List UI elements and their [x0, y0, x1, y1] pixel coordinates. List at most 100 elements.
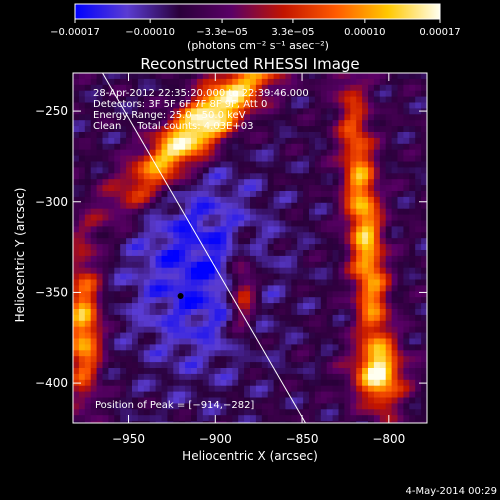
heatmap-cell [373, 350, 381, 357]
heatmap-cell [403, 409, 410, 416]
heatmap-cell [338, 250, 345, 257]
heatmap-cell [255, 421, 263, 423]
heatmap-cell [179, 232, 186, 239]
heatmap-cell [350, 226, 357, 233]
heatmap-cell [149, 196, 156, 204]
heatmap-cell [114, 244, 121, 251]
heatmap-cell [167, 250, 174, 257]
heatmap-cell [132, 368, 139, 375]
heatmap-cell [185, 338, 192, 345]
heatmap-cell [179, 196, 186, 204]
heatmap-cell [344, 208, 351, 215]
heatmap-cell [250, 379, 257, 387]
heatmap-cell [155, 179, 162, 186]
heatmap-cell [102, 309, 109, 316]
heatmap-cell [84, 397, 92, 404]
heatmap-cell [350, 320, 357, 328]
heatmap-cell [350, 108, 357, 115]
heatmap-cell [291, 409, 298, 416]
heatmap-cell [114, 267, 121, 274]
heatmap-cell [108, 267, 115, 274]
heatmap-cell [108, 120, 115, 127]
heatmap-cell [314, 397, 322, 404]
heatmap-cell [403, 415, 410, 422]
heatmap-cell [267, 421, 274, 423]
heatmap-cell [362, 285, 369, 292]
heatmap-cell [214, 202, 221, 210]
heatmap-cell [314, 214, 322, 221]
heatmap-cell [273, 90, 280, 97]
heatmap-cell [220, 385, 227, 392]
heatmap-cell [356, 202, 363, 210]
heatmap-cell [285, 303, 292, 310]
heatmap-cell [214, 320, 221, 328]
heatmap-cell [202, 179, 210, 186]
heatmap-cell [356, 161, 363, 168]
heatmap-cell [303, 250, 310, 257]
heatmap-cell [338, 285, 345, 292]
heatmap-cell [373, 126, 381, 133]
heatmap-cell [379, 238, 387, 245]
heatmap-cell [309, 238, 316, 245]
heatmap-cell [291, 250, 298, 257]
heatmap-cell [132, 403, 139, 410]
heatmap-cell [356, 397, 363, 404]
heatmap-cell [362, 137, 369, 145]
heatmap-cell [108, 102, 115, 109]
heatmap-cell [309, 291, 316, 298]
heatmap-cell [208, 309, 215, 316]
heatmap-cell [403, 220, 410, 227]
heatmap-cell [338, 90, 345, 97]
heatmap-cell [344, 379, 351, 387]
heatmap-cell [273, 297, 280, 304]
heatmap-cell [196, 356, 204, 363]
heatmap-cell [155, 108, 162, 115]
heatmap-cell [391, 332, 398, 339]
heatmap-cell [132, 238, 139, 245]
heatmap-cell [173, 149, 180, 156]
heatmap-cell [226, 403, 233, 410]
heatmap-cell [114, 220, 121, 227]
heatmap-cell [226, 179, 233, 186]
heatmap-cell [114, 226, 121, 233]
heatmap-cell [255, 84, 263, 92]
heatmap-cell [309, 332, 316, 339]
heatmap-cell [362, 250, 369, 257]
heatmap-cell [326, 202, 333, 210]
heatmap-cell [279, 73, 286, 80]
heatmap-cell [368, 273, 375, 280]
heatmap-cell [344, 415, 351, 422]
heatmap-cell [208, 403, 215, 410]
heatmap-cell [279, 149, 286, 156]
heatmap-cell [114, 291, 121, 298]
heatmap-cell [120, 149, 127, 156]
heatmap-cell [350, 309, 357, 316]
heatmap-cell [161, 226, 168, 233]
heatmap-cell [291, 244, 298, 251]
heatmap-cell [326, 191, 333, 198]
heatmap-cell [391, 90, 398, 97]
heatmap-cell [208, 214, 215, 221]
heatmap-cell [84, 279, 92, 286]
heatmap-cell [373, 415, 381, 422]
heatmap-cell [368, 196, 375, 204]
heatmap-cell [391, 297, 398, 304]
heatmap-cell [185, 397, 192, 404]
heatmap-cell [350, 261, 357, 269]
heatmap-cell [409, 155, 416, 162]
heatmap-cell [326, 179, 333, 186]
heatmap-cell [338, 161, 345, 168]
heatmap-cell [320, 161, 328, 168]
heatmap-cell [191, 132, 198, 139]
heatmap-cell [179, 415, 186, 422]
heatmap-cell [196, 226, 204, 233]
heatmap-cell [338, 297, 345, 304]
heatmap-cell [137, 362, 145, 369]
heatmap-cell [132, 179, 139, 186]
heatmap-cell [297, 373, 304, 381]
heatmap-cell [238, 267, 245, 274]
heatmap-cell [114, 415, 121, 422]
heatmap-cell [421, 403, 427, 410]
heatmap-cell [84, 173, 92, 180]
heatmap-cell [214, 373, 221, 381]
